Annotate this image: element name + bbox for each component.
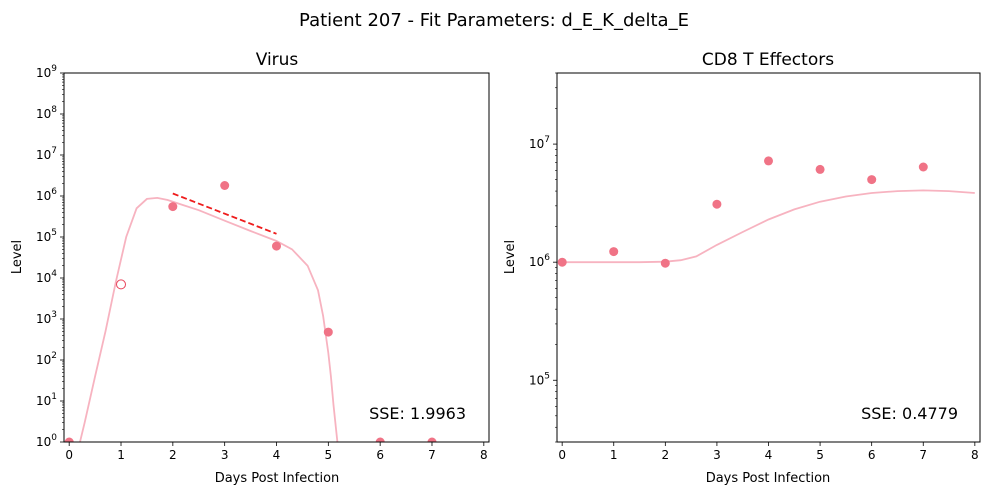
data-point [918, 162, 928, 172]
y-tick-label: 108 [36, 105, 57, 121]
y-tick-label: 106 [36, 187, 57, 203]
data-point [323, 327, 333, 337]
y-tick-label: 103 [36, 310, 57, 326]
axes-frame [63, 72, 490, 443]
sse-annotation: SSE: 0.4779 [861, 404, 958, 423]
x-tick-label: 6 [376, 448, 384, 462]
x-axis-label: Days Post Infection [706, 471, 831, 486]
chart-title: Virus [256, 50, 299, 70]
x-tick-label: 6 [868, 448, 876, 462]
y-tick-label: 106 [529, 253, 550, 269]
y-axis-label: Level [503, 240, 518, 274]
y-tick-label: 104 [36, 269, 57, 285]
chart-title: CD8 T Effectors [702, 50, 834, 70]
x-tick-label: 1 [117, 448, 125, 462]
data-point [867, 175, 877, 185]
x-tick-label: 8 [480, 448, 488, 462]
axes-frame [556, 72, 981, 443]
x-tick-label: 0 [65, 448, 73, 462]
cd8-effectors-chart: CD8 T Effectors Days Post Infection Leve… [503, 50, 981, 486]
x-tick-label: 8 [971, 448, 979, 462]
data-point [609, 247, 619, 257]
y-tick-label: 105 [529, 371, 550, 387]
x-tick-label: 4 [273, 448, 281, 462]
model-fit-line [79, 196, 339, 442]
y-tick-label: 105 [36, 228, 57, 244]
y-tick-label: 102 [36, 351, 57, 367]
sse-annotation: SSE: 1.9963 [369, 404, 466, 423]
x-tick-label: 3 [221, 448, 229, 462]
figure-title: Patient 207 - Fit Parameters: d_E_K_delt… [299, 10, 689, 31]
plot-area [64, 181, 437, 442]
y-tick-label: 101 [36, 392, 57, 408]
data-point [272, 241, 281, 251]
x-axis-label: Days Post Infection [215, 471, 340, 486]
x-tick-label: 0 [558, 448, 566, 462]
y-axis-label: Level [10, 240, 25, 274]
data-point [815, 164, 825, 174]
virus-chart: Virus Days Post Infection Level SSE: 1.9… [10, 50, 490, 486]
data-point [427, 437, 437, 442]
data-point [64, 437, 74, 442]
y-tick-label: 107 [36, 146, 57, 162]
x-tick-label: 3 [713, 448, 721, 462]
x-tick-label: 5 [325, 448, 333, 462]
plot-area [557, 156, 975, 268]
x-tick-label: 4 [765, 448, 773, 462]
data-point [168, 202, 178, 212]
data-point-open [116, 279, 126, 290]
x-tick-label: 5 [816, 448, 824, 462]
x-tick-label: 7 [428, 448, 436, 462]
y-tick-label: 107 [529, 135, 550, 151]
data-point [375, 437, 385, 442]
y-tick-label: 109 [36, 64, 57, 80]
y-tick-label: 100 [36, 433, 57, 449]
decay-rate-line [172, 192, 277, 235]
data-point [764, 156, 773, 166]
data-point [712, 199, 722, 209]
data-point [220, 181, 230, 190]
x-tick-label: 2 [169, 448, 177, 462]
model-fit-line [562, 189, 975, 264]
x-tick-label: 2 [662, 448, 670, 462]
data-point [660, 258, 670, 268]
x-tick-label: 1 [610, 448, 618, 462]
x-tick-label: 7 [919, 448, 927, 462]
data-point [557, 257, 567, 267]
